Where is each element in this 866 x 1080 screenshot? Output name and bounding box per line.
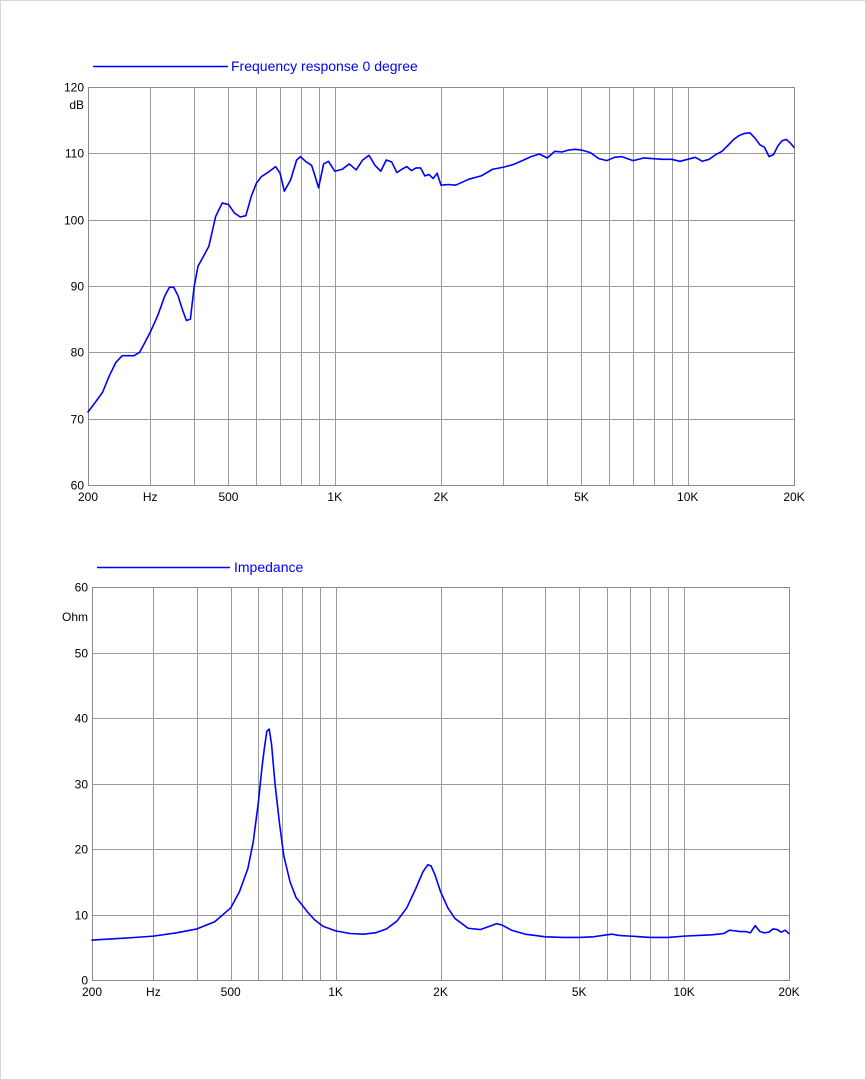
y-tick-label: 60 [75,581,89,595]
x-tick-label: 2K [434,490,449,504]
plot-frame [88,87,795,486]
y-tick-label: 80 [71,346,85,360]
legend-label: Frequency response 0 degree [231,58,418,74]
y-tick-label: 40 [75,712,89,726]
x-tick-label: 20K [778,985,799,999]
y-axis-unit-label: dB [69,98,84,112]
chart-1: 60 70 80 90 100 110 120 dB 200 Hz 500 1K 2K 5K 10K 20K F… [64,58,805,504]
y-tick-label: 20 [75,843,89,857]
y-tick-label: 60 [71,479,85,493]
x-tick-label: 10K [673,985,694,999]
x-tick-label: 200 [82,985,102,999]
y-tick-label: 110 [65,147,84,161]
y-tick-label: 30 [75,778,89,792]
x-tick-label: 200 [78,490,98,504]
y-tick-label: 10 [75,909,89,923]
x-tick-label: 5K [572,985,587,999]
y-tick-label: 120 [64,81,84,95]
x-tick-label: 20K [783,490,804,504]
x-tick-label: 2K [433,985,448,999]
series-line [91,728,790,941]
x-tick-label: 10K [677,490,698,504]
series-line [87,131,795,413]
plot-frame [92,587,790,981]
legend-label: Impedance [234,559,303,575]
y-axis-unit-label: Ohm [62,610,88,624]
y-tick-label: 90 [71,280,85,294]
x-axis-unit-label: Hz [146,985,161,999]
y-tick-label: 50 [75,647,89,661]
x-axis-unit-label: Hz [143,490,158,504]
y-tick-label: 70 [71,413,85,427]
x-tick-label: 5K [574,490,589,504]
chart-2: 0 10 20 30 40 50 60 Ohm 200 Hz 500 1K 2K 5K 10K 20K Impe… [62,559,800,999]
x-tick-label: 1K [328,985,343,999]
x-tick-label: 500 [221,985,241,999]
x-tick-label: 1K [327,490,342,504]
x-tick-label: 500 [218,490,238,504]
y-tick-label: 0 [81,974,88,988]
y-tick-label: 100 [64,214,84,228]
